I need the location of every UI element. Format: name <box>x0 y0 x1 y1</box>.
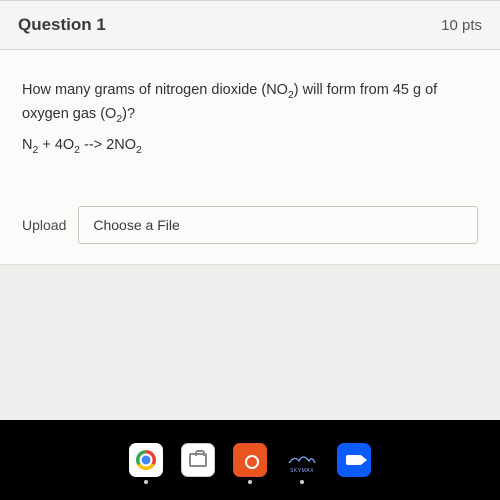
quiz-screen: Question 1 10 pts How many grams of nitr… <box>0 0 500 420</box>
eq-p2: + 4O <box>38 137 74 153</box>
upload-label: Upload <box>22 217 66 233</box>
zoom-icon[interactable] <box>337 443 371 477</box>
skymax-label: SKYMAX <box>290 468 314 474</box>
dock: SKYMAX <box>0 420 500 500</box>
ubuntu-icon[interactable] <box>233 443 267 477</box>
chrome-icon[interactable] <box>129 443 163 477</box>
question-body: How many grams of nitrogen dioxide (NO 2)… <box>0 50 500 265</box>
eq-p3: --> 2NO <box>80 137 136 153</box>
stage-manager-icon[interactable] <box>181 443 215 477</box>
points-label: 10 pts <box>441 17 482 34</box>
question-header: Question 1 10 pts <box>0 0 500 50</box>
skymax-icon[interactable]: SKYMAX <box>285 443 319 477</box>
qtext-part3: )? <box>122 106 135 122</box>
eq-s3: 2 <box>136 145 142 156</box>
upload-row: Upload Choose a File <box>22 206 478 244</box>
eq-p1: N <box>22 137 32 153</box>
question-text: How many grams of nitrogen dioxide (NO2)… <box>22 80 478 127</box>
qtext-part1: How many grams of nitrogen dioxide (NO <box>22 82 288 98</box>
choose-file-button[interactable]: Choose a File <box>78 206 478 244</box>
equation: N2 + 4O2 --> 2NO2 <box>22 137 478 156</box>
question-title: Question 1 <box>18 15 106 35</box>
